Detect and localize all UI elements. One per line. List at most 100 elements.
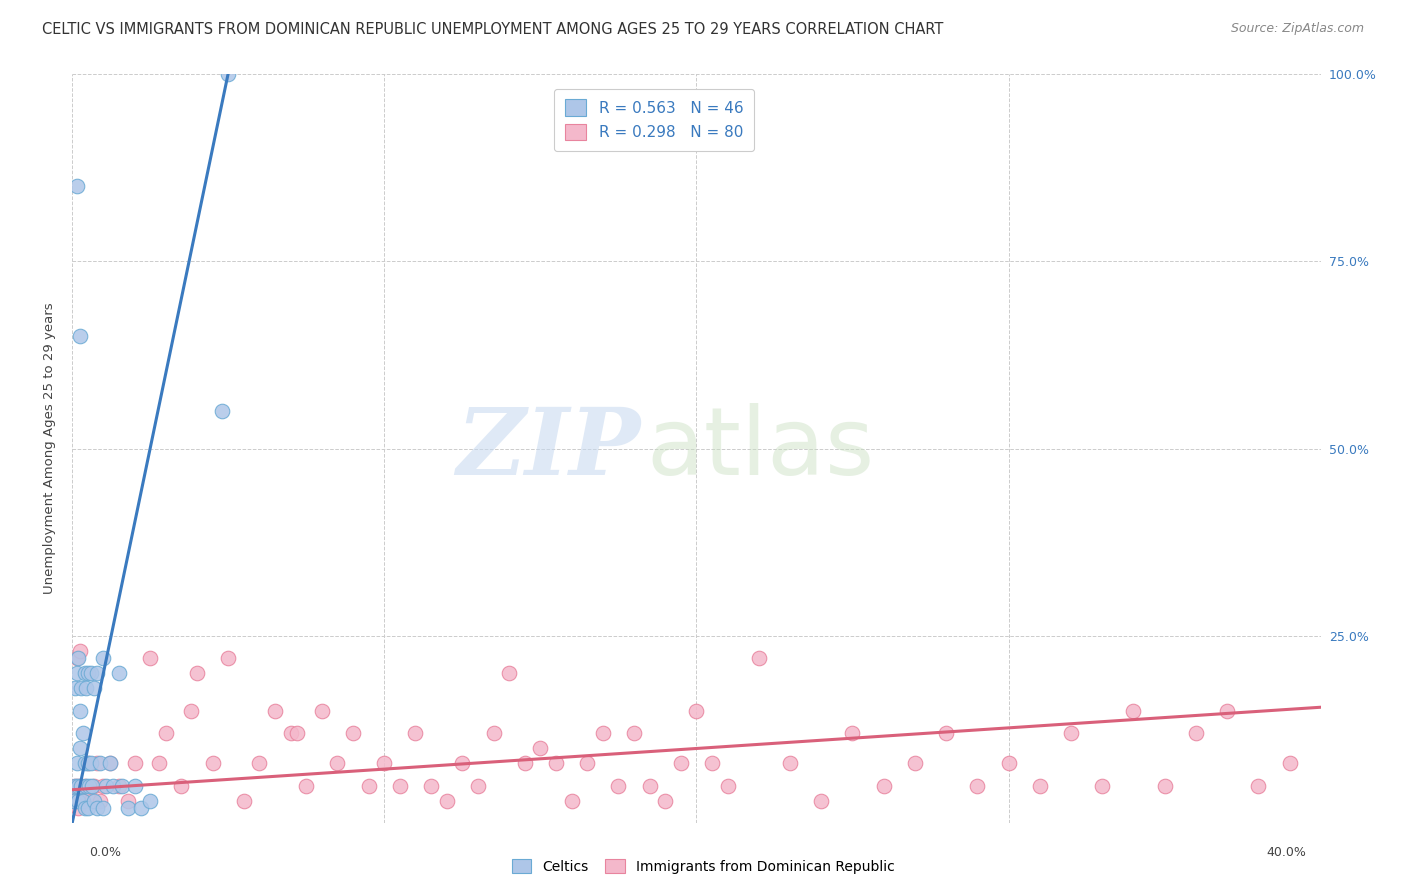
- Point: [62, 794, 84, 808]
- Point: [76, 756, 98, 771]
- Point: [295, 779, 318, 793]
- Point: [129, 801, 152, 815]
- Point: [70, 681, 93, 696]
- Point: [373, 756, 395, 771]
- Point: [76, 756, 98, 771]
- Text: ZIP: ZIP: [456, 403, 640, 493]
- Point: [180, 704, 202, 718]
- Point: [904, 756, 927, 771]
- Point: [280, 726, 302, 740]
- Point: [72, 726, 94, 740]
- Point: [91, 801, 114, 815]
- Point: [117, 794, 139, 808]
- Point: [101, 779, 124, 793]
- Point: [201, 756, 224, 771]
- Point: [96, 779, 118, 793]
- Point: [513, 756, 536, 771]
- Point: [232, 794, 254, 808]
- Point: [217, 651, 239, 665]
- Point: [420, 779, 443, 793]
- Point: [638, 779, 661, 793]
- Point: [436, 794, 458, 808]
- Point: [186, 666, 208, 681]
- Point: [685, 704, 707, 718]
- Point: [148, 756, 170, 771]
- Point: [83, 779, 105, 793]
- Point: [83, 681, 105, 696]
- Point: [72, 794, 94, 808]
- Point: [1216, 704, 1239, 718]
- Point: [1091, 779, 1114, 793]
- Point: [1278, 756, 1301, 771]
- Point: [77, 779, 100, 793]
- Point: [91, 651, 114, 665]
- Point: [108, 666, 131, 681]
- Legend: Celtics, Immigrants from Dominican Republic: Celtics, Immigrants from Dominican Repub…: [505, 852, 901, 880]
- Point: [607, 779, 630, 793]
- Text: 40.0%: 40.0%: [1267, 846, 1306, 859]
- Point: [669, 756, 692, 771]
- Text: CELTIC VS IMMIGRANTS FROM DOMINICAN REPUBLIC UNEMPLOYMENT AMONG AGES 25 TO 29 YE: CELTIC VS IMMIGRANTS FROM DOMINICAN REPU…: [42, 22, 943, 37]
- Point: [66, 756, 89, 771]
- Point: [70, 779, 93, 793]
- Point: [69, 704, 91, 718]
- Point: [1247, 779, 1270, 793]
- Point: [1185, 726, 1208, 740]
- Point: [264, 704, 287, 718]
- Point: [66, 651, 89, 665]
- Point: [810, 794, 832, 808]
- Point: [89, 756, 111, 771]
- Point: [779, 756, 801, 771]
- Point: [1122, 704, 1144, 718]
- Point: [70, 779, 93, 793]
- Point: [124, 779, 146, 793]
- Point: [529, 741, 551, 756]
- Point: [76, 666, 98, 681]
- Point: [1153, 779, 1175, 793]
- Point: [217, 66, 239, 80]
- Point: [357, 779, 380, 793]
- Point: [170, 779, 193, 793]
- Point: [98, 756, 121, 771]
- Point: [89, 794, 111, 808]
- Point: [966, 779, 988, 793]
- Point: [67, 651, 90, 665]
- Point: [482, 726, 505, 740]
- Point: [69, 644, 91, 658]
- Point: [73, 779, 96, 793]
- Point: [73, 756, 96, 771]
- Point: [66, 179, 89, 194]
- Point: [155, 726, 177, 740]
- Point: [654, 794, 676, 808]
- Point: [108, 779, 131, 793]
- Point: [467, 779, 489, 793]
- Point: [544, 756, 567, 771]
- Point: [1060, 726, 1083, 740]
- Point: [86, 666, 108, 681]
- Point: [404, 726, 426, 740]
- Point: [63, 681, 86, 696]
- Text: Source: ZipAtlas.com: Source: ZipAtlas.com: [1230, 22, 1364, 36]
- Point: [75, 681, 97, 696]
- Point: [80, 756, 103, 771]
- Point: [211, 404, 233, 418]
- Point: [451, 756, 474, 771]
- Point: [561, 794, 583, 808]
- Point: [80, 794, 103, 808]
- Point: [388, 779, 411, 793]
- Point: [247, 756, 270, 771]
- Legend: R = 0.563   N = 46, R = 0.298   N = 80: R = 0.563 N = 46, R = 0.298 N = 80: [554, 88, 754, 151]
- Point: [67, 779, 90, 793]
- Point: [117, 801, 139, 815]
- Point: [66, 794, 89, 808]
- Y-axis label: Unemployment Among Ages 25 to 29 years: Unemployment Among Ages 25 to 29 years: [44, 302, 56, 594]
- Point: [124, 756, 146, 771]
- Point: [63, 779, 86, 793]
- Point: [935, 726, 957, 740]
- Point: [285, 726, 308, 740]
- Point: [311, 704, 333, 718]
- Point: [1029, 779, 1052, 793]
- Point: [69, 329, 91, 343]
- Point: [498, 666, 520, 681]
- Point: [997, 756, 1019, 771]
